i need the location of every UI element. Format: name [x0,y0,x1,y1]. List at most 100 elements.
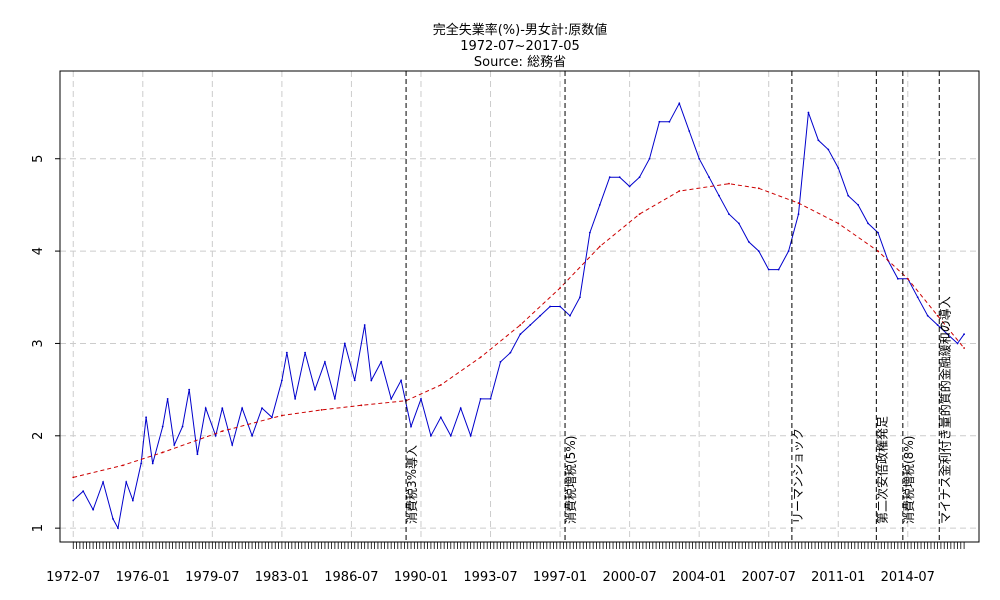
data-point [204,407,207,409]
data-point [708,176,710,179]
chart-subtitle: 1972-07~2017-05 [460,39,580,54]
data-point [400,379,403,382]
data-point [509,351,512,354]
data-point [549,305,552,308]
data-point [963,333,965,336]
data-point [363,324,366,326]
data-point [285,351,288,354]
x-tick-label: 2011-01 [811,570,865,585]
data-point [231,444,234,446]
data-point [459,407,462,409]
y-tick-label: 5 [31,155,46,163]
data-point [72,499,75,502]
data-point [747,240,750,243]
grid-lines [60,71,979,542]
y-tick-label: 3 [31,339,46,347]
event-label: リーマンショック [791,428,805,524]
data-point [817,139,820,142]
data-point [92,508,95,511]
data-point [827,148,830,151]
data-point [777,268,780,271]
data-point [430,434,432,437]
trend-line [73,183,965,478]
data-point [807,111,810,114]
event-label: 消費税3%導入 [404,445,419,524]
y-tick-label: 1 [31,524,46,532]
events-layer: 消費税3%導入 消費税増税(5%) リーマンショック 第二次安倍政権発足 消費税増税(8… [404,71,952,542]
trend-point [906,277,909,280]
trend-point [757,187,760,190]
data-point [131,499,134,502]
data-point [196,453,199,456]
data-point [188,388,191,391]
x-tick-label: 1976-01 [116,570,170,585]
data-point [579,296,581,299]
trend-point [320,409,323,411]
trend-point [72,476,75,479]
data-point [608,176,611,179]
data-point [214,434,217,437]
data-point [390,397,393,400]
trend-point [963,347,965,349]
chart-title: 完全失業率(%)-男女計:原数値 [433,22,608,38]
data-point [294,397,297,400]
x-tick-label: 2004-01 [672,570,726,585]
y-tick-label: 2 [31,432,46,440]
event-label: 消費税増税(8%) [901,436,916,524]
data-point [102,481,104,483]
data-point [439,416,442,419]
data-point [658,120,661,123]
data-point [449,434,452,437]
data-point [420,397,422,400]
data-point [479,397,482,400]
data-point [181,425,184,428]
data-point [618,176,621,179]
data-point [588,231,591,234]
data-point [757,250,760,252]
data-point [145,416,148,419]
trend-point [678,190,681,192]
data-point [353,379,356,382]
data-point [867,222,869,225]
x-tick-label: 1990-01 [394,570,448,585]
data-point [688,130,691,132]
trend-point [161,451,164,454]
trend-point [797,202,800,204]
x-tick-label: 1993-07 [463,570,517,585]
data-point [221,407,224,409]
data-point [539,314,542,317]
data-point [956,342,959,345]
series-layer [72,102,965,530]
data-point [529,324,532,326]
x-axis-labels: 1972-07 1976-01 1979-07 1983-01 1986-07 1990-… [46,570,935,585]
data-point [598,204,601,206]
data-point [304,351,306,354]
data-point [125,481,128,483]
data-point [916,296,919,299]
data-point [698,157,701,160]
data-point [787,250,790,252]
trend-point [280,414,283,417]
data-point [117,527,119,530]
data-point [324,361,326,363]
data-point [370,379,373,382]
trend-point [837,222,840,225]
data-point [314,388,316,391]
data-point [343,342,346,345]
y-axis-labels: 1 2 3 4 5 [31,155,60,532]
data-point [469,434,472,437]
trend-point [559,287,561,289]
data-point [638,176,641,179]
x-minor-ticks [72,542,965,549]
x-tick-label: 1983-01 [255,570,309,585]
data-point [173,444,176,446]
data-point [678,102,681,105]
data-point [151,462,154,465]
trend-point [519,324,522,326]
y-tick-label: 4 [31,247,46,255]
data-point [837,167,840,169]
data-point [738,222,740,225]
data-point [241,407,244,409]
data-point [877,231,879,234]
